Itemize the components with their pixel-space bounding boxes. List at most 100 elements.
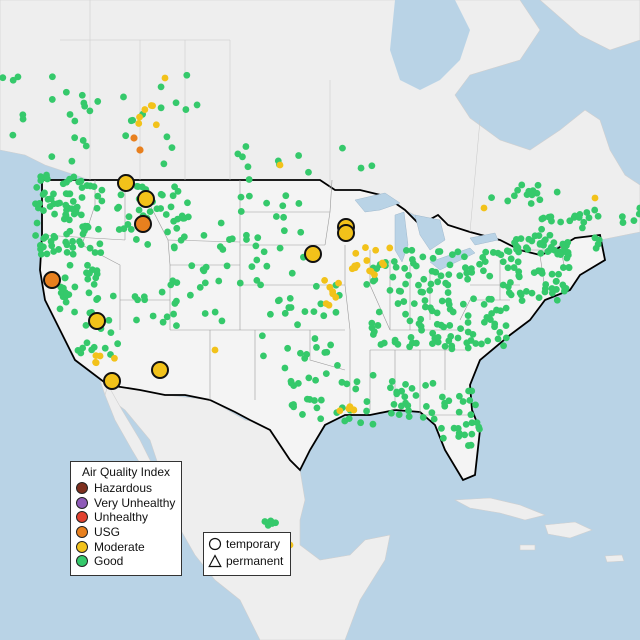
monitor-marker: [297, 228, 305, 236]
monitor-marker: [591, 234, 599, 242]
monitor-marker: [456, 272, 464, 280]
monitor-marker: [541, 285, 549, 293]
monitor-marker: [295, 152, 303, 159]
monitor-marker: [90, 280, 98, 288]
monitor-marker: [386, 244, 394, 252]
monitor-marker: [478, 340, 485, 348]
monitor-marker: [480, 318, 488, 326]
monitor-marker: [510, 192, 518, 200]
monitor-marker: [173, 224, 181, 232]
monitor-marker: [408, 384, 416, 392]
monitor-marker: [395, 287, 403, 295]
monitor-marker: [480, 300, 488, 308]
monitor-marker: [392, 263, 400, 271]
monitor-marker: [276, 244, 284, 252]
monitor-marker: [310, 308, 318, 316]
monitor-marker: [553, 188, 561, 196]
monitor-markers: [0, 71, 640, 549]
monitor-marker: [161, 74, 169, 82]
monitor-marker: [153, 205, 161, 213]
monitor-marker: [518, 297, 526, 305]
monitor-marker: [562, 285, 570, 292]
monitor-marker: [258, 332, 266, 340]
monitor-marker: [129, 116, 137, 124]
monitor-marker: [448, 251, 456, 259]
monitor-marker: [329, 288, 337, 296]
monitor-marker: [507, 279, 514, 286]
monitor-marker: [482, 248, 490, 256]
monitor-marker: [130, 134, 138, 142]
monitor-marker: [472, 401, 479, 409]
monitor-marker: [446, 261, 454, 269]
monitor-marker: [93, 204, 101, 212]
monitor-marker: [280, 213, 287, 221]
monitor-marker: [317, 415, 325, 423]
monitor-marker: [387, 409, 395, 417]
monitor-marker: [284, 344, 292, 352]
monitor-marker: [37, 250, 45, 258]
monitor-marker: [313, 404, 321, 412]
monitor-marker: [507, 291, 515, 299]
monitor-marker: [286, 294, 294, 302]
monitor-marker: [444, 289, 452, 296]
monitor-marker: [32, 232, 39, 239]
monitor-marker: [40, 207, 47, 214]
monitor-marker: [454, 248, 462, 256]
monitor-marker: [279, 202, 287, 210]
arctic-islands: [539, 0, 640, 51]
monitor-marker: [172, 99, 180, 107]
monitor-marker: [135, 120, 143, 127]
monitor-marker: [373, 265, 381, 273]
monitor-marker: [33, 219, 41, 227]
monitor-marker: [276, 296, 283, 304]
monitor-marker: [527, 200, 535, 207]
monitor-marker: [237, 193, 245, 201]
monitor-marker: [437, 272, 445, 280]
monitor-marker: [169, 192, 177, 200]
monitor-marker: [95, 225, 102, 233]
monitor-marker: [514, 258, 522, 266]
monitor-marker: [464, 319, 472, 326]
monitor-marker: [390, 258, 398, 265]
monitor-marker: [402, 246, 410, 254]
monitor-marker: [630, 217, 638, 225]
unhealthy-swatch: [76, 511, 88, 524]
monitor-marker: [412, 392, 420, 399]
monitor-marker: [536, 196, 544, 204]
monitor-marker: [566, 217, 574, 225]
monitor-marker: [464, 275, 472, 283]
legend-item-very-unhealthy: Very Unhealthy: [71, 496, 181, 511]
monitor-marker: [253, 276, 261, 284]
monitor-marker: [488, 194, 495, 202]
monitor-marker: [101, 344, 109, 352]
monitor-marker: [439, 434, 447, 442]
monitor-marker: [476, 425, 483, 433]
monitor-marker: [455, 392, 463, 400]
monitor-marker: [368, 162, 376, 170]
monitor-marker: [504, 264, 512, 272]
monitor-marker: [369, 371, 377, 379]
monitor-marker: [468, 430, 476, 438]
monitor-marker: [467, 411, 475, 419]
monitor-marker: [48, 73, 56, 81]
monitor-marker: [167, 203, 175, 211]
monitor-marker: [464, 344, 472, 352]
monitor-marker: [420, 275, 428, 283]
monitor-marker: [79, 137, 87, 144]
monitor-marker: [196, 283, 204, 291]
monitor-marker: [445, 337, 453, 345]
monitor-marker: [263, 199, 271, 207]
monitor-marker: [133, 316, 140, 324]
monitor-marker: [69, 250, 77, 258]
monitor-marker: [48, 96, 56, 103]
monitor-marker: [63, 291, 71, 298]
monitor-marker: [193, 101, 201, 109]
monitor-marker: [136, 113, 143, 121]
monitor-marker: [98, 197, 106, 205]
monitor-marker: [263, 262, 271, 270]
monitor-marker: [494, 335, 502, 343]
monitor-marker: [14, 73, 22, 81]
monitor-marker: [467, 265, 475, 273]
monitor-marker: [63, 248, 71, 256]
monitor-marker: [429, 340, 436, 348]
